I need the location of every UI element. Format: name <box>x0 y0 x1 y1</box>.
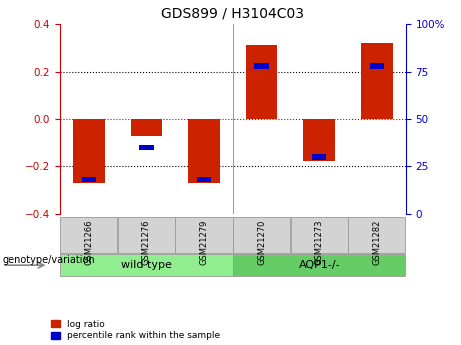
Bar <box>73 119 105 183</box>
Text: GSM21266: GSM21266 <box>84 219 93 265</box>
Bar <box>118 217 175 253</box>
Bar <box>130 119 162 136</box>
Bar <box>246 46 278 119</box>
Text: wild type: wild type <box>121 260 172 270</box>
Bar <box>60 217 117 253</box>
Bar <box>254 63 269 69</box>
Text: GSM21273: GSM21273 <box>315 219 324 265</box>
Text: GSM21279: GSM21279 <box>200 219 208 265</box>
Bar <box>60 254 232 276</box>
Text: GSM21276: GSM21276 <box>142 219 151 265</box>
Bar <box>312 154 326 160</box>
Bar <box>82 177 96 183</box>
Text: GSM21282: GSM21282 <box>372 219 381 265</box>
Bar <box>188 119 220 183</box>
Legend: log ratio, percentile rank within the sample: log ratio, percentile rank within the sa… <box>51 320 220 341</box>
Bar <box>197 177 211 183</box>
Text: genotype/variation: genotype/variation <box>2 255 95 265</box>
Bar <box>370 63 384 69</box>
Bar <box>233 254 405 276</box>
Bar <box>349 217 405 253</box>
Text: GSM21270: GSM21270 <box>257 219 266 265</box>
Bar <box>361 43 393 119</box>
Title: GDS899 / H3104C03: GDS899 / H3104C03 <box>161 6 304 20</box>
Bar <box>139 145 154 150</box>
Bar <box>176 217 232 253</box>
Text: AQP1-/-: AQP1-/- <box>298 260 340 270</box>
Bar <box>233 217 290 253</box>
Bar <box>303 119 335 160</box>
Bar <box>291 217 348 253</box>
